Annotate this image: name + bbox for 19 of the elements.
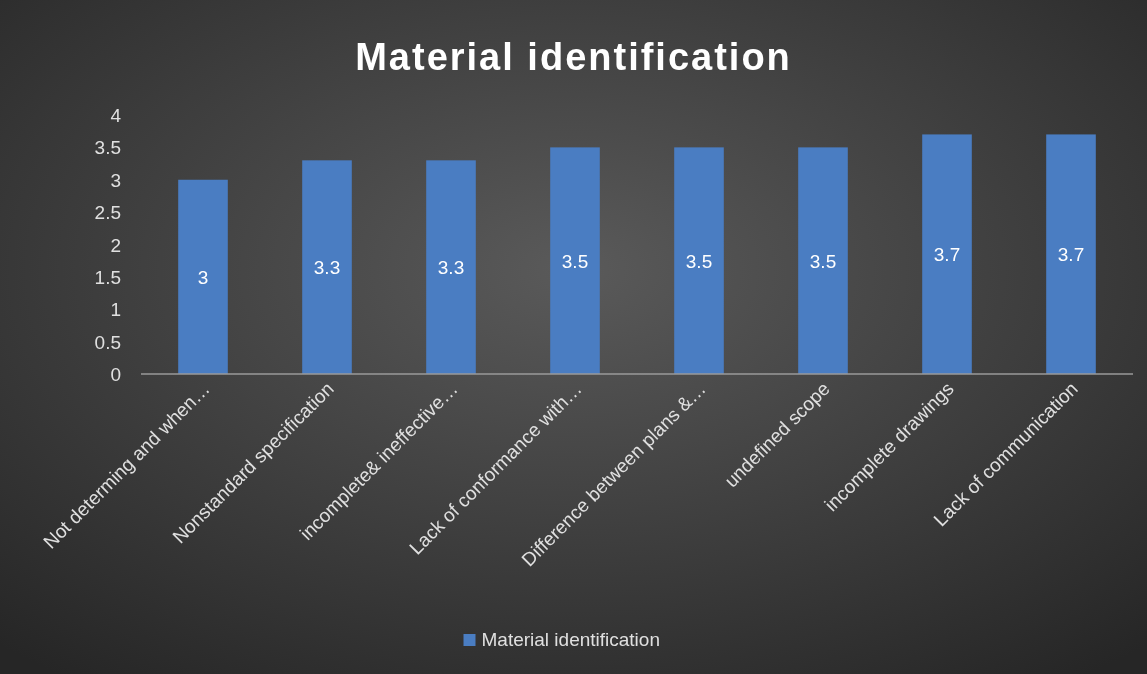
y-tick-label: 4 bbox=[110, 105, 122, 126]
data-label: 3.3 bbox=[437, 257, 465, 279]
data-label: 3.7 bbox=[1057, 244, 1085, 266]
data-label: 3.5 bbox=[561, 250, 589, 272]
y-tick-label: 1.5 bbox=[94, 266, 121, 288]
y-tick-label: 0.5 bbox=[94, 331, 121, 353]
chart-title: Material identification bbox=[355, 36, 792, 78]
y-tick-label: 0 bbox=[110, 364, 121, 385]
y-tick-label: 1 bbox=[110, 299, 121, 321]
data-label: 3.5 bbox=[685, 250, 713, 272]
legend-label: Material identification bbox=[481, 629, 660, 650]
y-tick-label: 3 bbox=[110, 169, 121, 191]
y-tick-label: 3.5 bbox=[94, 137, 121, 159]
data-label: 3.7 bbox=[933, 244, 961, 266]
data-label: 3.5 bbox=[809, 250, 837, 272]
y-tick-label: 2 bbox=[110, 234, 121, 256]
y-tick-label: 2.5 bbox=[94, 202, 121, 224]
data-label: 3 bbox=[197, 266, 209, 288]
data-label: 3.3 bbox=[313, 257, 341, 279]
